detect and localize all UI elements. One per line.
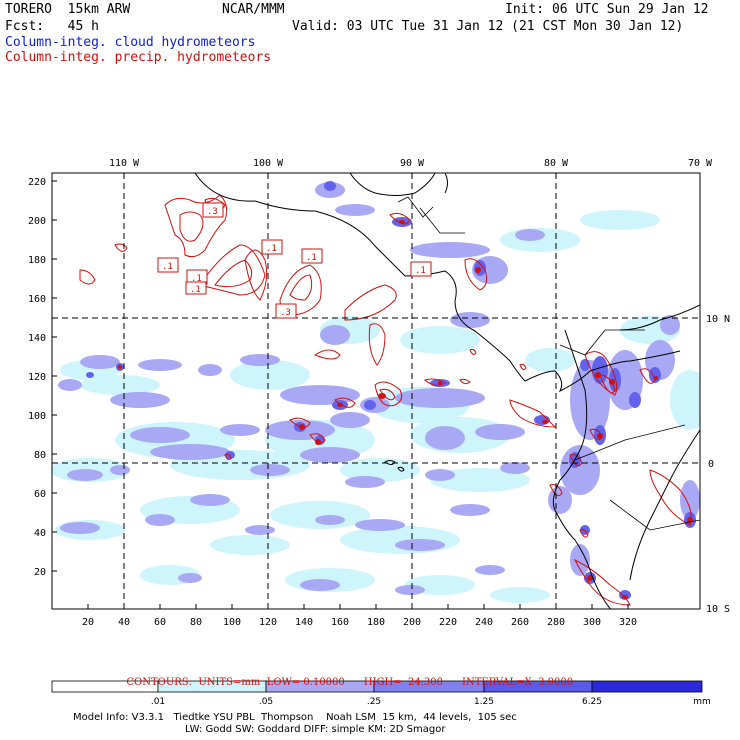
y-tick-label: 40 [34, 528, 46, 539]
contour-high: HIGH= 24.300 [363, 677, 443, 688]
y-tick-label: 20 [34, 567, 46, 578]
y-tick-label: 220 [28, 177, 46, 188]
colorbar-units: mm [693, 697, 711, 707]
y-tick-label: 200 [28, 216, 46, 227]
y-tick-label: 80 [34, 450, 46, 461]
precip-hydrometeors-label: Column-integ. precip. hydrometeors [5, 50, 272, 65]
lon-labels: 110 W 100 W 90 W 80 W 70 W [109, 158, 713, 169]
contour-label-boxes: .1 .3 .1 .1 .1 .3 .1 .1 [157, 202, 432, 319]
lon-label: 80 W [544, 158, 569, 169]
contour-label: .1 [306, 253, 317, 263]
x-tick-label: 200 [403, 617, 421, 628]
x-tick-label: 160 [331, 617, 349, 628]
org-label: NCAR/MMM [222, 2, 285, 17]
x-tick-label: 60 [154, 617, 166, 628]
contour-info-label: CONTOURS: [126, 677, 193, 688]
init-time: Init: 06 UTC Sun 29 Jan 12 [505, 2, 709, 17]
colorbar-level: 1.25 [474, 697, 494, 707]
lon-label: 100 W [253, 158, 284, 169]
lat-label: 0 [708, 459, 714, 470]
x-tick-label: 20 [82, 617, 94, 628]
x-tick-label: 300 [583, 617, 601, 628]
colorbar-level: .25 [367, 697, 381, 707]
forecast-hour: Fcst: 45 h [5, 19, 99, 34]
contour-label: .1 [415, 266, 426, 276]
x-tick-label: 180 [367, 617, 385, 628]
contour-label: .1 [266, 244, 277, 254]
precip-cores [118, 220, 693, 599]
colorbar-level: .05 [259, 697, 273, 707]
x-tick-label: 320 [619, 617, 637, 628]
contour-label: .1 [190, 285, 201, 295]
x-tick-label: 140 [295, 617, 313, 628]
contour-label: .1 [162, 262, 173, 272]
x-tick-label: 40 [118, 617, 130, 628]
y-tick-label: 140 [28, 333, 46, 344]
country-borders [397, 196, 700, 531]
x-tick-label: 220 [439, 617, 457, 628]
y-tick-label: 120 [28, 372, 46, 383]
lon-label: 110 W [109, 158, 140, 169]
colorbar-level: .01 [151, 697, 165, 707]
lat-labels: 10 N 0 10 S [706, 314, 730, 615]
contour-units: UNITS=mm [198, 677, 261, 688]
y-tick-label: 100 [28, 411, 46, 422]
lat-label: 10 N [706, 314, 730, 325]
colorbar-segment [591, 680, 703, 693]
colorbar: .01 .05 .25 1.25 6.25 mm [51, 680, 711, 707]
lon-label: 90 W [400, 158, 425, 169]
contour-info: CONTOURS: UNITS=mm LOW= 0.10000 HIGH= 24… [120, 666, 573, 688]
coastline [194, 173, 700, 609]
cloud-hydrometeors-label: Column-integ. cloud hydrometeors [5, 35, 256, 50]
contour-label: .3 [280, 308, 291, 318]
valid-time: Valid: 03 UTC Tue 31 Jan 12 (21 CST Mon … [292, 19, 684, 34]
y-tick-label: 160 [28, 294, 46, 305]
y-tick-label: 60 [34, 489, 46, 500]
y-tick-labels: 220 200 180 160 140 120 100 80 60 40 20 [28, 177, 57, 578]
physics-info: LW: Godd SW: Goddard DIFF: simple KM: 2D… [185, 724, 446, 735]
lat-lon-grid [52, 173, 700, 609]
model-info: Model Info: V3.3.1 Tiedtke YSU PBL Thomp… [73, 712, 517, 723]
y-tick-label: 180 [28, 255, 46, 266]
x-tick-label: 240 [475, 617, 493, 628]
lat-label: 10 S [706, 604, 730, 615]
x-tick-label: 100 [223, 617, 241, 628]
x-tick-label: 80 [190, 617, 202, 628]
colorbar-level: 6.25 [582, 697, 602, 707]
field-layer [52, 173, 700, 609]
x-tick-label: 280 [547, 617, 565, 628]
lon-label: 70 W [688, 158, 713, 169]
contour-label: .1 [191, 274, 202, 284]
contour-low: LOW= 0.10000 [266, 677, 345, 688]
x-tick-label: 260 [511, 617, 529, 628]
contour-label: .3 [207, 207, 218, 217]
contour-interval: INTERVAL=X 3.0000 [462, 677, 574, 688]
model-title: TORERO 15km ARW [5, 2, 131, 17]
x-tick-labels: 20 40 60 80 100 120 140 160 180 200 220 240 260 280 30… [82, 604, 637, 628]
x-tick-label: 120 [259, 617, 277, 628]
